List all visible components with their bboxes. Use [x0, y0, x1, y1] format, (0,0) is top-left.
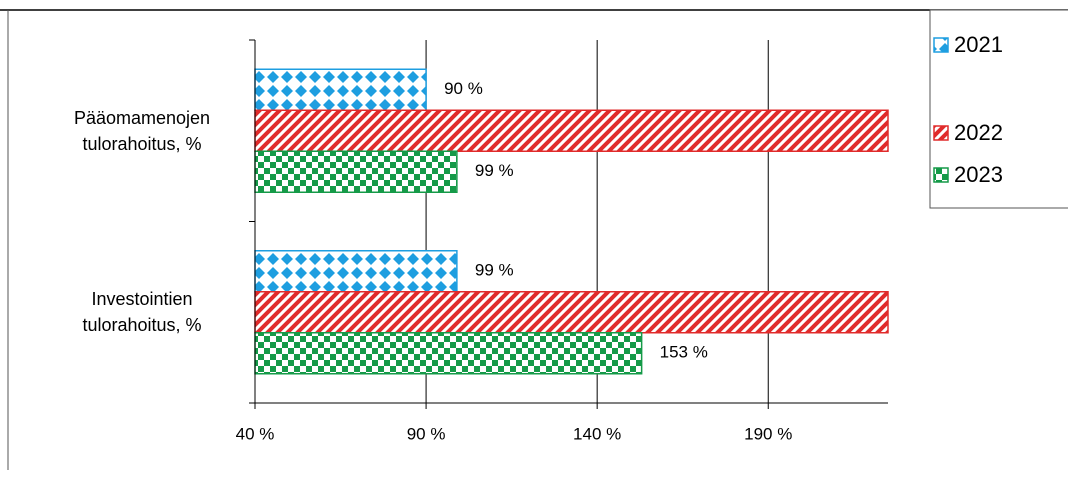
x-tick-label: 140 % [573, 424, 621, 443]
x-tick-label: 90 % [407, 424, 446, 443]
legend-label: 2023 [954, 162, 1003, 187]
bar [254, 68, 427, 111]
bar [254, 250, 458, 293]
value-label: 99 % [475, 261, 514, 280]
legend-box [929, 9, 1068, 209]
bar [254, 109, 889, 152]
value-label: 99 % [475, 161, 514, 180]
x-tick-label: 190 % [744, 424, 792, 443]
y-tick-label: Pääomamenojen tulorahoitus, % [73, 107, 211, 154]
legend-swatch [933, 167, 949, 183]
bar [254, 150, 458, 193]
bar [254, 332, 643, 375]
legend-swatch [933, 37, 949, 53]
y-tick-label: Investointien tulorahoitus, % [82, 289, 202, 336]
legend-label: 2021 [954, 32, 1003, 57]
x-tick-label: 40 % [236, 424, 275, 443]
value-label: 153 % [660, 343, 708, 362]
legend-swatch [933, 125, 949, 141]
value-label: 90 % [444, 79, 483, 98]
legend-label: 2022 [954, 120, 1003, 145]
bar [254, 291, 889, 334]
